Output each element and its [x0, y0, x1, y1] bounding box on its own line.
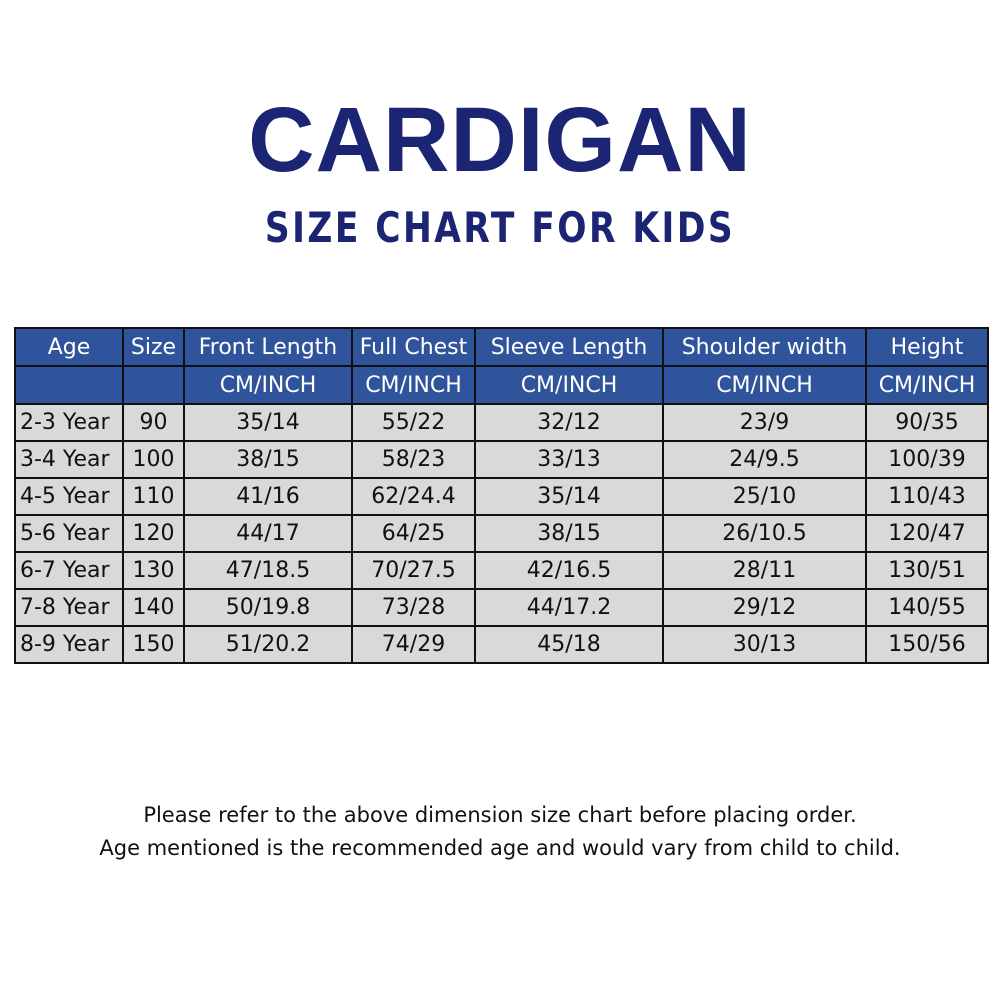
table-row-cell: 44/17 — [183, 514, 353, 553]
page-title: CARDIGAN — [248, 89, 752, 191]
table-row-cell: 62/24.4 — [351, 477, 476, 516]
header-row-cell: Shoulder width — [662, 327, 867, 367]
table-row-cell: 44/17.2 — [474, 588, 664, 627]
table-row-cell: 90 — [122, 403, 185, 442]
page-subtitle: SIZE CHART FOR KIDS — [264, 203, 736, 252]
table-row-cell: 120 — [122, 514, 185, 553]
table-row-cell: 100/39 — [865, 440, 989, 479]
header-row-cell: Age — [14, 327, 124, 367]
units-row-cell: CM/INCH — [183, 365, 353, 405]
table-row: 8-9 Year 150 51/20.2 74/29 45/18 30/13 150/56 — [14, 625, 989, 664]
table-row-cell: 150/56 — [865, 625, 989, 664]
table-row-cell: 2-3 Year — [14, 403, 124, 442]
table-row-cell: 64/25 — [351, 514, 476, 553]
table-row-cell: 73/28 — [351, 588, 476, 627]
table-row-cell: 23/9 — [662, 403, 867, 442]
table-row-cell: 5-6 Year — [14, 514, 124, 553]
header-row-cell: Full Chest — [351, 327, 476, 367]
header-row-cell: Height — [865, 327, 989, 367]
header-row-cell: Size — [122, 327, 185, 367]
table-row-cell: 42/16.5 — [474, 551, 664, 590]
table-row-cell: 130 — [122, 551, 185, 590]
table-row: 5-6 Year 120 44/17 64/25 38/15 26/10.5 120/47 — [14, 514, 989, 553]
table-row-cell: 30/13 — [662, 625, 867, 664]
header-row: Age Size Front Length Full Chest Sleeve Leng… — [14, 327, 989, 367]
table-row-cell: 70/27.5 — [351, 551, 476, 590]
units-row-cell: CM/INCH — [351, 365, 476, 405]
table-row-cell: 100 — [122, 440, 185, 479]
units-row-cell: CM/INCH — [474, 365, 664, 405]
units-row-cell: CM/INCH — [865, 365, 989, 405]
table-row-cell: 74/29 — [351, 625, 476, 664]
table-row-cell: 45/18 — [474, 625, 664, 664]
table-row-cell: 38/15 — [183, 440, 353, 479]
note-line-1: Please refer to the above dimension size… — [143, 803, 857, 827]
table-row: 4-5 Year 110 41/16 62/24.4 35/14 25/10 110/43 — [14, 477, 989, 516]
table-row-cell: 120/47 — [865, 514, 989, 553]
table-row-cell: 32/12 — [474, 403, 664, 442]
table-row: 6-7 Year 130 47/18.5 70/27.5 42/16.5 28/11 130… — [14, 551, 989, 590]
table-row-cell: 38/15 — [474, 514, 664, 553]
table-row-cell: 26/10.5 — [662, 514, 867, 553]
table-row-cell: 150 — [122, 625, 185, 664]
table-row-cell: 130/51 — [865, 551, 989, 590]
size-chart-table: Age Size Front Length Full Chest Sleeve Leng… — [14, 327, 989, 664]
table-row-cell: 47/18.5 — [183, 551, 353, 590]
table-row-cell: 33/13 — [474, 440, 664, 479]
note-line-2: Age mentioned is the recommended age and… — [99, 836, 901, 860]
table-row-cell: 29/12 — [662, 588, 867, 627]
table-row-cell: 55/22 — [351, 403, 476, 442]
table-row: 2-3 Year 90 35/14 55/22 32/12 23/9 90/35 — [14, 403, 989, 442]
table-row-cell: 7-8 Year — [14, 588, 124, 627]
table-row-cell: 28/11 — [662, 551, 867, 590]
table-row-cell: 110/43 — [865, 477, 989, 516]
units-row-cell — [122, 365, 185, 405]
table-row-cell: 4-5 Year — [14, 477, 124, 516]
table-row-cell: 8-9 Year — [14, 625, 124, 664]
table-row-cell: 140 — [122, 588, 185, 627]
table-row-cell: 50/19.8 — [183, 588, 353, 627]
table-row-cell: 41/16 — [183, 477, 353, 516]
units-row-cell — [14, 365, 124, 405]
table-row-cell: 58/23 — [351, 440, 476, 479]
table-row: 3-4 Year 100 38/15 58/23 33/13 24/9.5 100/39 — [14, 440, 989, 479]
table-row-cell: 3-4 Year — [14, 440, 124, 479]
header-row-cell: Sleeve Length — [474, 327, 664, 367]
table-row-cell: 35/14 — [474, 477, 664, 516]
table-row-cell: 35/14 — [183, 403, 353, 442]
units-row-cell: CM/INCH — [662, 365, 867, 405]
table-row-cell: 90/35 — [865, 403, 989, 442]
table-row-cell: 25/10 — [662, 477, 867, 516]
units-row: CM/INCH CM/INCH CM/INCH CM/INCH CM/INCH — [14, 365, 989, 405]
table-row-cell: 51/20.2 — [183, 625, 353, 664]
table-row-cell: 110 — [122, 477, 185, 516]
table-row-cell: 140/55 — [865, 588, 989, 627]
table-row: 7-8 Year 140 50/19.8 73/28 44/17.2 29/12 140/5… — [14, 588, 989, 627]
header-row-cell: Front Length — [183, 327, 353, 367]
table-row-cell: 24/9.5 — [662, 440, 867, 479]
table-row-cell: 6-7 Year — [14, 551, 124, 590]
